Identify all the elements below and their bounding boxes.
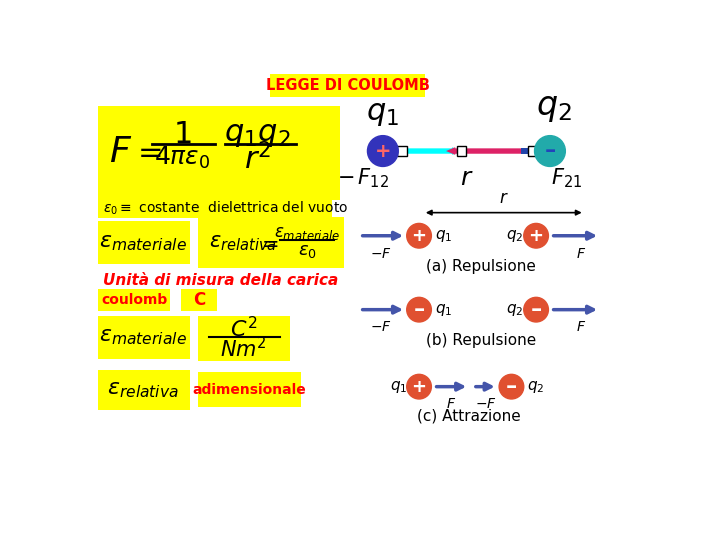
Text: (c) Attrazione: (c) Attrazione [417, 409, 521, 424]
Text: +: + [528, 227, 544, 245]
Text: $q_1$: $q_1$ [366, 99, 400, 128]
Circle shape [367, 136, 398, 166]
Text: $q_2$: $q_2$ [505, 228, 523, 244]
Bar [528, 146, 537, 156]
Text: $-F$: $-F$ [369, 320, 392, 334]
Text: LEGGE DI COULOMB: LEGGE DI COULOMB [266, 78, 429, 93]
Text: $q_2$: $q_2$ [536, 91, 572, 124]
Text: $-F$: $-F$ [475, 397, 497, 411]
Text: C: C [193, 291, 205, 309]
Text: $4\pi\varepsilon_0$: $4\pi\varepsilon_0$ [155, 145, 211, 171]
Text: $\varepsilon_0$: $\varepsilon_0$ [298, 242, 317, 260]
Text: $r$: $r$ [460, 166, 474, 190]
Text: $F$: $F$ [576, 247, 586, 260]
Text: adimensionale: adimensionale [193, 383, 307, 397]
Circle shape [407, 298, 431, 322]
Circle shape [407, 374, 431, 399]
Text: Unità di misura della carica: Unità di misura della carica [102, 273, 338, 288]
FancyBboxPatch shape [270, 74, 426, 97]
Circle shape [534, 136, 565, 166]
Text: $\mathit{F}$: $\mathit{F}$ [109, 135, 132, 169]
Bar [456, 146, 466, 156]
FancyBboxPatch shape [98, 198, 332, 218]
Text: $1$: $1$ [174, 120, 192, 150]
Circle shape [407, 224, 431, 248]
Text: $Nm^2$: $Nm^2$ [220, 335, 267, 361]
Text: (a) Repulsione: (a) Repulsione [426, 259, 536, 274]
Text: $\varepsilon_{materiale}$: $\varepsilon_{materiale}$ [99, 233, 187, 253]
FancyArrow shape [446, 147, 521, 155]
FancyBboxPatch shape [98, 289, 171, 311]
Text: $=$: $=$ [256, 233, 278, 253]
Text: $q_1$: $q_1$ [435, 302, 453, 318]
Text: –: – [544, 141, 556, 161]
FancyBboxPatch shape [198, 372, 301, 408]
Text: $F_{21}$: $F_{21}$ [551, 166, 582, 190]
Text: $q_2$: $q_2$ [505, 302, 523, 318]
Text: $F$: $F$ [446, 397, 456, 411]
Text: $r^2$: $r^2$ [243, 143, 271, 176]
Text: $C^2$: $C^2$ [230, 315, 257, 341]
Text: –: – [506, 377, 517, 397]
Text: $\varepsilon_0 \equiv$ costante  dielettrica del vuoto: $\varepsilon_0 \equiv$ costante dielettr… [102, 199, 348, 217]
Circle shape [523, 224, 549, 248]
Circle shape [499, 374, 523, 399]
FancyBboxPatch shape [181, 289, 217, 311]
Text: –: – [413, 300, 425, 320]
Text: +: + [374, 141, 391, 160]
Text: $q_1$: $q_1$ [435, 228, 453, 244]
Text: +: + [412, 377, 426, 396]
FancyBboxPatch shape [198, 217, 343, 268]
Text: (b) Repulsione: (b) Repulsione [426, 333, 536, 348]
Text: $=$: $=$ [132, 137, 162, 166]
FancyBboxPatch shape [98, 370, 189, 410]
Text: $q_1$: $q_1$ [390, 379, 408, 395]
Text: $\varepsilon_{relativa}$: $\varepsilon_{relativa}$ [107, 380, 179, 400]
FancyBboxPatch shape [198, 316, 289, 361]
Bar [397, 146, 407, 156]
Text: $-F$: $-F$ [369, 247, 392, 260]
FancyBboxPatch shape [98, 221, 189, 264]
FancyArrow shape [397, 147, 462, 155]
Text: $q_1q_2$: $q_1q_2$ [224, 119, 291, 148]
Text: $F$: $F$ [576, 320, 586, 334]
FancyArrow shape [521, 148, 535, 154]
Text: –: – [531, 300, 541, 320]
Text: $\varepsilon_{materiale}$: $\varepsilon_{materiale}$ [99, 327, 187, 347]
Text: coulomb: coulomb [101, 293, 167, 307]
FancyBboxPatch shape [98, 316, 189, 359]
Circle shape [523, 298, 549, 322]
Text: +: + [412, 227, 426, 245]
Text: $\varepsilon_{materiale}$: $\varepsilon_{materiale}$ [274, 224, 341, 242]
Text: $q_2$: $q_2$ [527, 379, 544, 395]
Text: $r$: $r$ [499, 189, 508, 207]
FancyBboxPatch shape [98, 106, 340, 200]
Text: $-\,F_{12}$: $-\,F_{12}$ [337, 166, 389, 190]
Text: $\varepsilon_{relativa}$: $\varepsilon_{relativa}$ [209, 233, 276, 253]
